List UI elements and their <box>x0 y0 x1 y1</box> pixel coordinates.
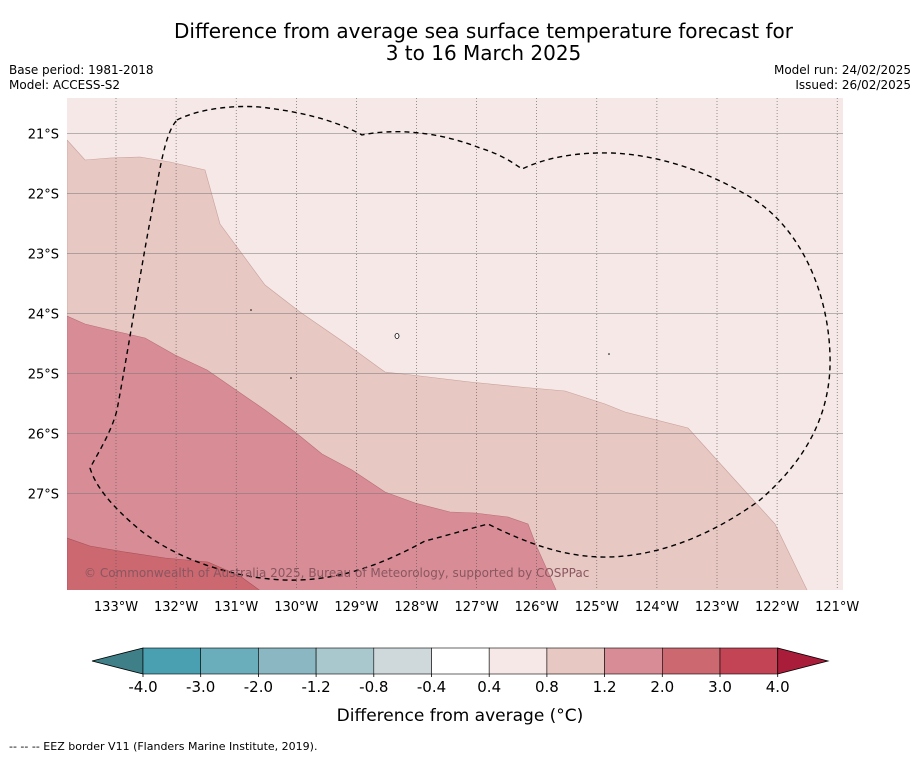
lat-tick-labels: 21°S 22°S 23°S 24°S 25°S 26°S 27°S <box>28 128 59 503</box>
colorbar-tick-label: -3.0 <box>186 678 215 696</box>
island-marker <box>394 333 400 339</box>
lon-tick-label: 133°W <box>94 600 138 615</box>
band-2.0-3.0 <box>67 537 260 590</box>
island-marker <box>250 309 252 311</box>
colorbar-label: Difference from average (°C) <box>337 706 584 726</box>
lon-tick-label: 130°W <box>274 600 318 615</box>
lon-tick-label: 131°W <box>214 600 258 615</box>
colorbar-segment <box>142 647 202 675</box>
lat-tick-label: 27°S <box>28 488 59 503</box>
gridlines <box>67 98 843 590</box>
map-figure: © Commonwealth of Australia 2025, Bureau… <box>28 98 860 726</box>
colorbar-tick-label: -1.2 <box>301 678 330 696</box>
lon-tick-label: 132°W <box>154 600 198 615</box>
lon-tick-label: 124°W <box>635 600 679 615</box>
lon-tick-label: 127°W <box>455 600 499 615</box>
island-marker <box>608 353 610 355</box>
colorbar-tick-label: 0.8 <box>535 678 559 696</box>
colorbar-tick-label: 0.4 <box>477 678 501 696</box>
lat-tick-label: 22°S <box>28 188 59 203</box>
colorbar-extend-high <box>777 647 830 675</box>
base-period: Base period: 1981-2018 <box>9 63 154 77</box>
copyright-text: © Commonwealth of Australia 2025, Bureau… <box>84 566 589 580</box>
colorbar-tick-label: 1.2 <box>593 678 617 696</box>
lon-tick-label: 126°W <box>515 600 559 615</box>
colorbar-segment <box>546 647 605 675</box>
colorbar-segment <box>488 647 548 675</box>
anomaly-field <box>67 98 843 590</box>
lon-tick-label: 125°W <box>575 600 619 615</box>
colorbar-extend-low <box>91 647 144 675</box>
colorbar-tick-label: -0.8 <box>359 678 388 696</box>
band-1.2-2.0 <box>67 315 557 590</box>
lat-tick-label: 25°S <box>28 368 59 383</box>
colorbar-segment <box>431 647 490 675</box>
colorbar <box>91 647 830 675</box>
colorbar-segment <box>719 647 779 675</box>
lon-tick-label: 121°W <box>815 600 859 615</box>
colorbar-tick-label: -4.0 <box>128 678 157 696</box>
colorbar-segment <box>258 647 317 675</box>
lat-tick-label: 23°S <box>28 248 59 263</box>
model-run: Model run: 24/02/2025 <box>773 63 911 77</box>
eez-footnote: -- -- -- EEZ border V11 (Flanders Marine… <box>9 740 318 753</box>
island-marker <box>290 377 292 379</box>
map-title-line1: Difference from average sea surface temp… <box>173 19 793 43</box>
eez-border <box>89 105 831 581</box>
colorbar-tick-label: 3.0 <box>708 678 732 696</box>
lon-tick-label: 128°W <box>394 600 438 615</box>
colorbar-segment <box>604 647 663 675</box>
colorbar-tick-label: 4.0 <box>766 678 790 696</box>
lon-tick-label: 129°W <box>334 600 378 615</box>
lat-tick-label: 24°S <box>28 308 59 323</box>
colorbar-tick-labels: -4.0 -3.0 -2.0 -1.2 -0.8 -0.4 0.4 0.8 1.2 2.0 3.0 4… <box>128 674 790 696</box>
lat-tick-label: 21°S <box>28 128 59 143</box>
colorbar-segment <box>661 647 721 675</box>
lat-tick-label: 26°S <box>28 428 59 443</box>
colorbar-tick-label: -2.0 <box>244 678 273 696</box>
issued-date: Issued: 26/02/2025 <box>795 78 911 92</box>
meta-right: Model run: 24/02/2025 Issued: 26/02/2025 <box>774 63 911 93</box>
model-name: Model: ACCESS-S2 <box>9 78 121 92</box>
map-title-line2: 3 to 16 March 2025 <box>385 41 582 65</box>
colorbar-segment <box>373 647 432 675</box>
colorbar-segment <box>315 647 375 675</box>
colorbar-tick-label: 2.0 <box>650 678 674 696</box>
colorbar-tick-label: -0.4 <box>417 678 446 696</box>
colorbar-segment <box>200 647 259 675</box>
lon-tick-label: 123°W <box>695 600 739 615</box>
lon-tick-label: 122°W <box>755 600 799 615</box>
meta-left: Base period: 1981-2018 Model: ACCESS-S2 <box>9 63 154 93</box>
lon-tick-labels: 133°W 132°W 131°W 130°W 129°W 128°W 127°W 126°W… <box>94 600 860 615</box>
